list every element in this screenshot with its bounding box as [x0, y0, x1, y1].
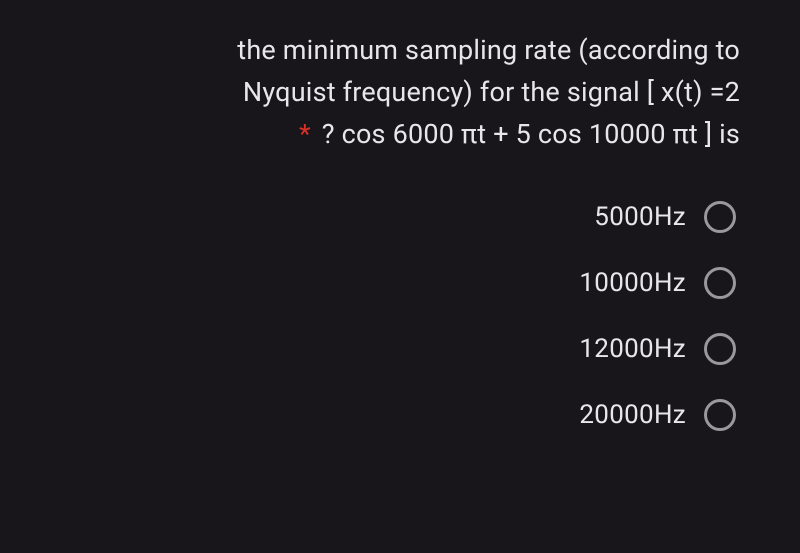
radio-unchecked-icon [704, 399, 736, 431]
option-5000hz[interactable]: 5000Hz [50, 201, 736, 233]
radio-unchecked-icon [704, 267, 736, 299]
option-label: 12000Hz [579, 334, 686, 364]
option-label: 10000Hz [579, 268, 686, 298]
question-text: the minimum sampling rate (according to … [50, 30, 750, 156]
question-line2: Nyquist frequency) for the signal [ x(t)… [243, 76, 740, 108]
radio-unchecked-icon [704, 201, 736, 233]
required-star-icon: * [299, 118, 311, 150]
question-line3: ? cos 6000 πt + 5 cos 10000 πt ] is [322, 118, 740, 150]
question-line1: the minimum sampling rate (according to [237, 34, 740, 66]
option-12000hz[interactable]: 12000Hz [50, 333, 736, 365]
option-label: 5000Hz [594, 202, 686, 232]
option-label: 20000Hz [579, 400, 686, 430]
radio-unchecked-icon [704, 333, 736, 365]
options-group: 5000Hz 10000Hz 12000Hz 20000Hz [50, 201, 750, 431]
option-10000hz[interactable]: 10000Hz [50, 267, 736, 299]
option-20000hz[interactable]: 20000Hz [50, 399, 736, 431]
